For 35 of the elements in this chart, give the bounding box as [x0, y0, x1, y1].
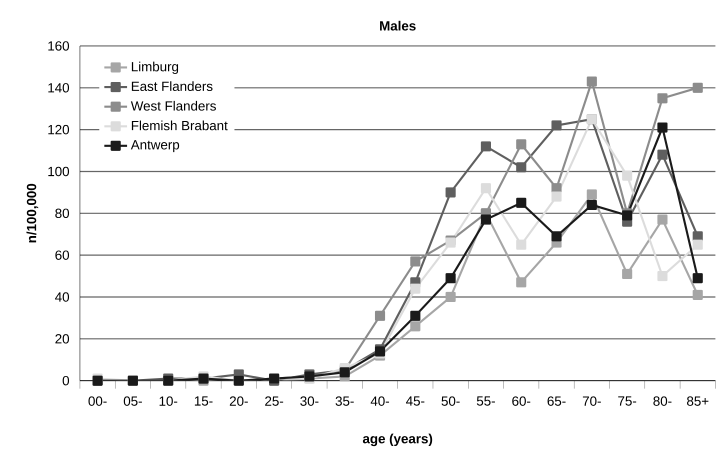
x-tick-label: 05- [124, 396, 142, 406]
y-tick-label: 60 [55, 250, 70, 260]
x-tick-label: 50- [442, 396, 460, 406]
legend-label: Antwerp [130, 140, 180, 152]
y-tick-label: 120 [48, 125, 70, 135]
x-tick-label: 75- [618, 396, 636, 406]
x-tick-label: 70- [582, 396, 601, 406]
legend-label: West Flanders [130, 101, 216, 111]
y-tick-label: 100 [48, 166, 70, 176]
x-tick-label: 85+ [687, 396, 708, 406]
y-axis-title: n/100,000 [26, 184, 38, 243]
x-tick-label: 45- [406, 396, 424, 406]
y-tick-label: 0 [62, 376, 70, 386]
x-axis-title: age (years) [362, 434, 432, 446]
y-tick-label: 40 [55, 292, 70, 302]
x-tick-label: 00- [88, 396, 107, 406]
x-tick-label: 60- [512, 396, 530, 406]
legend-label: Limburg [132, 62, 178, 74]
x-tick-label: 30- [300, 396, 318, 406]
x-tick-label: 40- [370, 396, 390, 406]
x-tick-label: 35- [336, 396, 354, 406]
y-tick-label: 20 [55, 334, 70, 344]
y-tick-label: 160 [48, 41, 70, 51]
x-tick-label: 55- [476, 396, 495, 406]
x-tick-label: 10- [160, 396, 178, 406]
x-tick-label: 65- [548, 396, 566, 406]
legend-label: East Flanders [132, 81, 212, 92]
y-tick-label: 80 [55, 208, 70, 218]
legend-label: Flemish Brabant [132, 120, 228, 130]
x-tick-label: 80- [653, 396, 672, 406]
x-tick-label: 15- [194, 396, 213, 406]
y-tick-label: 140 [48, 83, 70, 93]
chart-title: Males [380, 21, 416, 31]
x-tick-label: 20- [230, 396, 248, 406]
x-tick-label: 25- [265, 396, 284, 406]
